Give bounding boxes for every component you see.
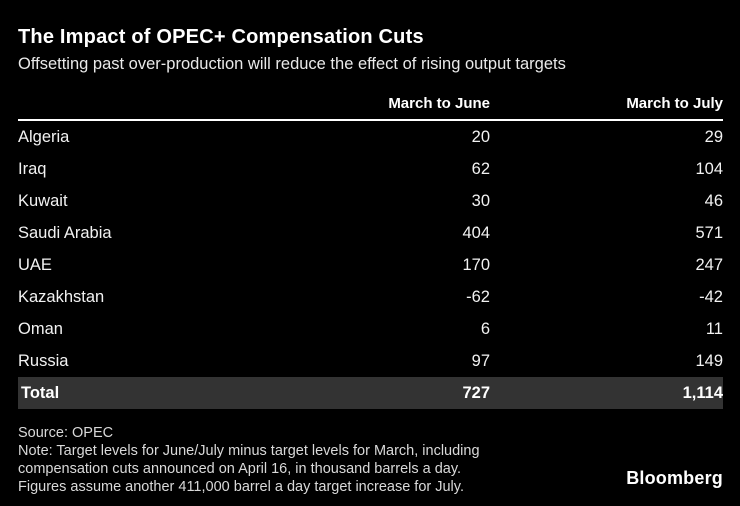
row-value-june: 6 — [480, 319, 490, 338]
row-value-june: -62 — [466, 287, 490, 306]
note-line-3: Figures assume another 411,000 barrel a … — [18, 479, 464, 495]
row-label: Kuwait — [18, 191, 68, 210]
table-row-kazakhstan: Kazakhstan -62 -42 — [18, 281, 723, 313]
table-row-uae: UAE 170 247 — [18, 249, 723, 281]
table-total-row: Total 727 1,114 — [18, 377, 723, 409]
note-line-2: compensation cuts announced on April 16,… — [18, 461, 462, 477]
data-table: March to June March to July Algeria 20 2… — [18, 87, 723, 409]
row-value-july: 247 — [695, 255, 723, 274]
row-value-june: 97 — [471, 351, 490, 370]
total-label: Total — [21, 383, 60, 402]
row-label: UAE — [18, 255, 52, 274]
row-label: Oman — [18, 319, 63, 338]
row-value-july: 29 — [704, 127, 723, 146]
row-value-june: 62 — [471, 159, 490, 178]
chart-footer: Source: OPEC Note: Target levels for Jun… — [18, 424, 723, 496]
column-header-march-to-june: March to June — [388, 95, 490, 112]
row-value-july: 104 — [695, 159, 723, 178]
total-value-july: 1,114 — [682, 383, 723, 402]
source-text: Source: OPEC — [18, 425, 114, 441]
chart-subtitle: Offsetting past over-production will red… — [18, 55, 566, 73]
row-value-july: 149 — [695, 351, 723, 370]
row-value-july: 46 — [704, 191, 723, 210]
row-value-june: 20 — [471, 127, 490, 146]
note-line-1: Note: Target levels for June/July minus … — [18, 443, 480, 459]
table-row-kuwait: Kuwait 30 46 — [18, 185, 723, 217]
row-value-june: 170 — [462, 255, 490, 274]
table-row-algeria: Algeria 20 29 — [18, 121, 723, 153]
table-row-oman: Oman 6 11 — [18, 313, 723, 345]
column-header-march-to-july: March to July — [626, 95, 723, 112]
table-header-row: March to June March to July — [18, 87, 723, 121]
row-label: Iraq — [18, 159, 47, 178]
table-row-saudi-arabia: Saudi Arabia 404 571 — [18, 217, 723, 249]
row-value-july: -42 — [699, 287, 723, 306]
row-label: Saudi Arabia — [18, 223, 112, 242]
total-value-june: 727 — [462, 383, 490, 402]
row-value-july: 571 — [695, 223, 723, 242]
table-row-iraq: Iraq 62 104 — [18, 153, 723, 185]
row-label: Russia — [18, 351, 69, 370]
row-label: Algeria — [18, 127, 70, 146]
chart-title: The Impact of OPEC+ Compensation Cuts — [18, 26, 424, 48]
table-row-russia: Russia 97 149 — [18, 345, 723, 377]
row-value-june: 404 — [462, 223, 490, 242]
bloomberg-logo: Bloomberg — [626, 468, 723, 488]
row-value-june: 30 — [471, 191, 490, 210]
row-label: Kazakhstan — [18, 287, 105, 306]
row-value-july: 11 — [705, 319, 723, 338]
